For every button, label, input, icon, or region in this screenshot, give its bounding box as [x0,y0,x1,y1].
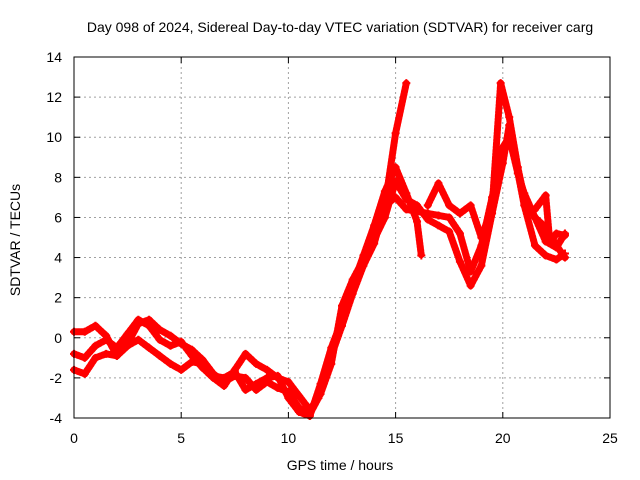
series-track-5 [423,79,569,262]
y-tick-label: 4 [54,250,62,266]
series-segment [488,79,505,211]
series-segment [338,282,357,324]
y-axis-label: SDTVAR / TECUs [7,184,23,296]
plot-frame [73,56,611,419]
series-segment [327,316,346,352]
series-segment [552,242,569,262]
y-ticks: -4 -2 0 2 4 6 8 10 12 14 [46,49,610,426]
series-segment [456,258,475,290]
x-ticks: 0 5 10 15 20 25 [70,57,618,446]
data-point [560,231,569,240]
series-segment [317,344,335,388]
y-tick-label: -2 [50,370,63,386]
series-segment [505,113,522,171]
chart-title: Day 098 of 2024, Sidereal Day-to-day VTE… [87,19,593,35]
series-segment [542,191,554,248]
data-point [417,251,426,260]
x-tick-label: 5 [177,430,185,446]
data-point [560,253,569,262]
series-segment [434,179,453,209]
series-segment [497,79,513,121]
y-tick-label: 8 [54,169,62,185]
series-segment [392,79,410,137]
y-tick-label: 14 [46,49,62,65]
data-point [402,79,411,88]
series-segment [359,221,378,260]
series-segment [514,163,528,201]
series-segment [467,262,485,290]
x-axis-label: GPS time / hours [287,457,394,473]
y-tick-label: 12 [46,89,62,105]
x-tick-label: 0 [70,430,78,446]
series-segment [274,372,292,402]
series-segment [477,203,496,241]
series-segment [413,217,425,260]
x-tick-label: 20 [495,430,511,446]
series-track-6 [530,191,569,248]
x-tick-label: 25 [602,430,618,446]
x-tick-label: 15 [388,430,404,446]
series-segment [370,213,389,244]
series-segment [349,252,367,290]
series-segment [370,187,389,229]
series-segment [520,201,539,250]
series-track-3 [70,163,426,420]
series-segment [467,242,485,276]
y-tick-label: 0 [54,330,62,346]
y-tick-label: -4 [50,410,63,426]
y-tick-label: 10 [46,129,62,145]
y-tick-label: 2 [54,290,62,306]
series-segment [306,380,325,420]
series-segment [392,163,410,197]
series-segment [520,193,539,221]
y-tick-label: 6 [54,209,62,225]
series-segment [456,229,475,276]
data-series [70,79,569,420]
x-tick-label: 10 [281,430,297,446]
series-segment [445,227,464,266]
